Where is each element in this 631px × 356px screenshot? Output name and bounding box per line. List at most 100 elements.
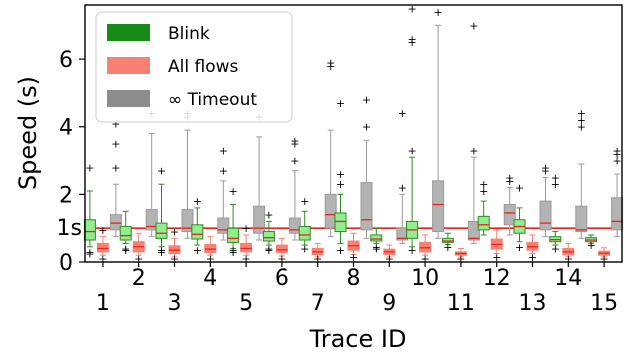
box-allflows-trace-12: + xyxy=(490,229,503,264)
x-tick-label: 10 xyxy=(411,266,439,291)
outlier-marker: + xyxy=(398,182,407,195)
box-allflows-trace-5: ++ xyxy=(240,222,253,266)
box-blink-trace-6: +++ xyxy=(262,209,275,257)
box-blink-trace-7: ++ xyxy=(298,195,311,255)
y-tick-label: 2 xyxy=(59,183,73,208)
box-iqr xyxy=(217,217,230,234)
outlier-marker: + xyxy=(551,171,560,184)
outlier-marker: + xyxy=(290,138,299,151)
box-iqr xyxy=(262,231,275,242)
box-iqr xyxy=(227,227,240,243)
box-iqr xyxy=(467,220,480,241)
x-tick-label: 2 xyxy=(132,266,146,291)
box-timeout-trace-15: +++ xyxy=(611,144,624,238)
box-blink-trace-2: ++ xyxy=(119,210,132,257)
box-iqr xyxy=(324,193,337,229)
x-tick-label: 12 xyxy=(483,266,511,291)
outlier-marker: + xyxy=(577,114,586,127)
outlier-marker: + xyxy=(469,19,478,32)
outlier-marker: + xyxy=(121,244,130,257)
box-timeout-trace-13: ++ xyxy=(539,161,552,238)
box-blink-trace-8: ++++ xyxy=(334,97,347,257)
outlier-marker: + xyxy=(241,253,250,266)
box-allflows-trace-1: ++ xyxy=(96,224,109,266)
box-blink-trace-5: +++ xyxy=(227,185,240,259)
outlier-marker: + xyxy=(407,33,416,46)
box-allflows-trace-9: + xyxy=(383,244,396,266)
x-tick-label: 11 xyxy=(447,291,475,316)
box-allflows-trace-2: + xyxy=(132,232,145,266)
outlier-marker: + xyxy=(326,56,335,69)
y-axis-label: Speed (s) xyxy=(14,76,42,190)
outlier-marker: + xyxy=(170,253,179,266)
outlier-marker: + xyxy=(85,248,94,261)
box-blink-trace-15: + xyxy=(585,234,598,252)
box-iqr xyxy=(360,182,373,231)
legend-label: Blink xyxy=(168,24,210,44)
y-tick-label: 0 xyxy=(59,251,73,276)
outlier-marker: + xyxy=(228,185,237,198)
legend-label: All flows xyxy=(168,57,238,77)
outlier-marker: + xyxy=(264,242,273,255)
box-iqr xyxy=(155,222,168,239)
outlier-marker: + xyxy=(433,6,442,19)
outlier-marker: + xyxy=(157,244,166,257)
outlier-marker: + xyxy=(290,155,299,168)
outlier-marker: + xyxy=(564,253,573,266)
outlier-marker: + xyxy=(469,144,478,157)
box-iqr xyxy=(298,225,311,241)
box-iqr xyxy=(503,204,516,226)
legend-swatch xyxy=(107,24,150,41)
outlier-marker: + xyxy=(241,222,250,235)
outlier-marker: + xyxy=(336,168,345,181)
box-iqr xyxy=(611,197,624,231)
outlier-marker: + xyxy=(219,144,228,157)
box-iqr xyxy=(119,225,132,241)
box-timeout-trace-8: ++ xyxy=(360,94,373,239)
box-iqr xyxy=(575,205,588,233)
outlier-marker: + xyxy=(228,246,237,259)
box-timeout-trace-14: +++ xyxy=(575,107,588,239)
box-iqr xyxy=(275,244,288,254)
box-timeout-trace-2: + xyxy=(145,107,158,238)
outlier-marker: + xyxy=(362,94,371,107)
box-blink-trace-1: +++ xyxy=(83,161,96,261)
outlier-marker: + xyxy=(407,2,416,15)
box-timeout-trace-10: + xyxy=(432,6,445,239)
outlier-marker: + xyxy=(206,253,215,266)
box-iqr xyxy=(204,243,217,254)
box-iqr xyxy=(191,224,204,240)
box-timeout-trace-4: ++ xyxy=(217,144,230,241)
outlier-marker: + xyxy=(398,107,407,120)
box-blink-trace-10: +++++ xyxy=(406,2,419,257)
outlier-marker: + xyxy=(612,148,621,161)
outlier-marker: + xyxy=(111,161,120,174)
legend-label: ∞ Timeout xyxy=(168,90,257,110)
box-iqr xyxy=(441,237,454,243)
outlier-marker: + xyxy=(111,117,120,130)
box-allflows-trace-4: + xyxy=(204,236,217,266)
box-timeout-trace-1: + + + xyxy=(109,117,122,238)
box-iqr xyxy=(370,234,383,242)
outlier-marker: + xyxy=(505,171,514,184)
box-iqr xyxy=(96,242,109,253)
outlier-marker: + xyxy=(111,138,120,151)
box-iqr xyxy=(109,214,122,231)
box-allflows-trace-14: + xyxy=(562,242,575,266)
y-tick-label: 4 xyxy=(59,116,73,141)
box-allflows-trace-6: + xyxy=(275,237,288,266)
outlier-marker: + xyxy=(85,246,94,259)
outlier-marker: + xyxy=(612,144,621,157)
box-iqr xyxy=(288,217,301,234)
outlier-marker: + xyxy=(443,241,452,254)
box-blink-trace-11: + xyxy=(441,232,454,254)
box-blink-trace-13: ++ xyxy=(513,182,526,254)
x-tick-label: 8 xyxy=(347,266,361,291)
x-tick-label: 13 xyxy=(519,291,547,316)
box-blink-trace-9: ++ xyxy=(370,227,383,255)
outlier-marker: + xyxy=(121,242,130,255)
outlier-marker: + xyxy=(170,226,179,239)
outlier-marker: + xyxy=(326,60,335,73)
outlier-marker: + xyxy=(541,165,550,178)
